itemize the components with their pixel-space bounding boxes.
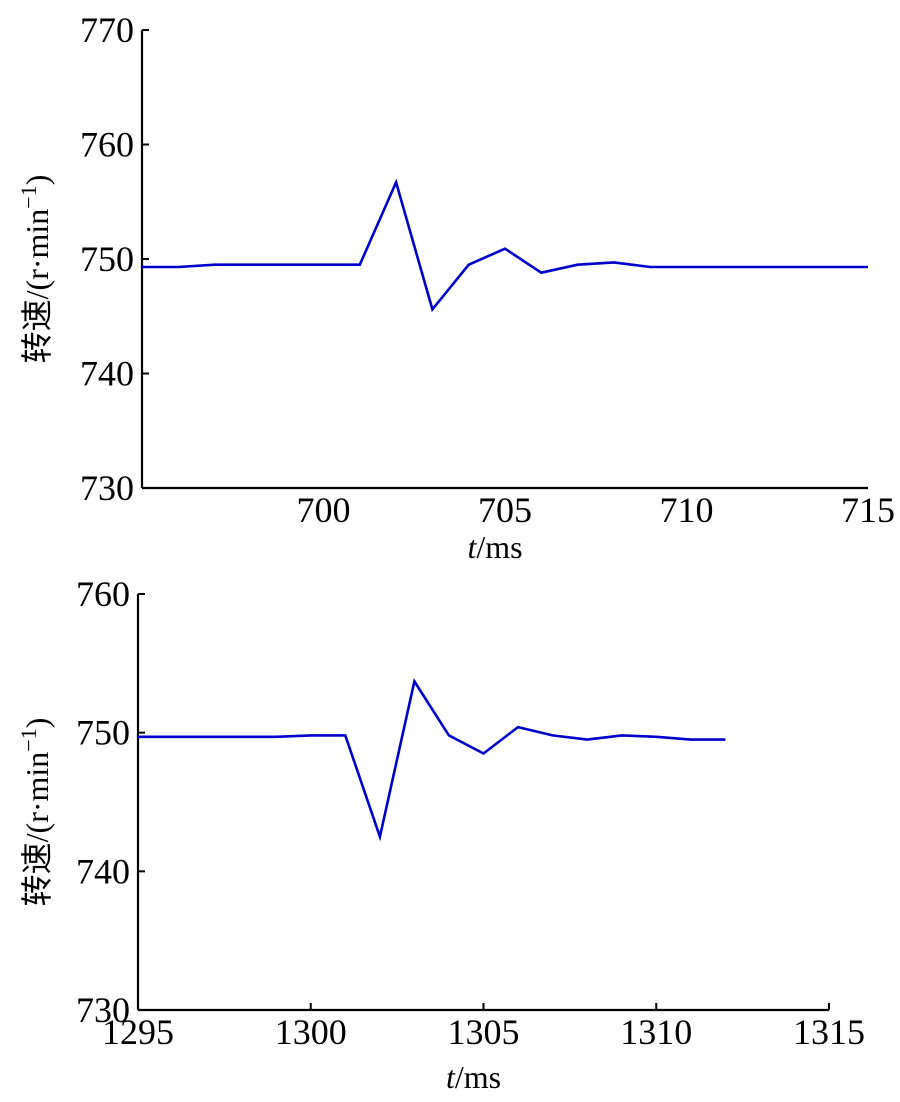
y-tick-label: 760 xyxy=(80,125,134,165)
y-tick-label: 730 xyxy=(80,468,134,508)
bottom-chart-panel: 730 740 750 760 1295 1300 1305 1310 1315 t/ms 转速/(… xyxy=(16,574,865,1095)
speed-series-line xyxy=(138,678,726,842)
speed-series-line xyxy=(142,178,868,313)
x-axis-unit: /ms xyxy=(455,1059,501,1095)
x-tick-label: 1305 xyxy=(448,1012,520,1052)
y-axis-label-superscript: −1 xyxy=(16,185,41,208)
x-axis-title: t/ms xyxy=(446,1059,501,1095)
x-tick-label: 710 xyxy=(660,490,714,530)
x-tick-label: 1295 xyxy=(102,1012,174,1052)
x-tick-label: 1300 xyxy=(275,1012,347,1052)
y-tick-label: 750 xyxy=(80,239,134,279)
x-tick-label: 715 xyxy=(841,490,895,530)
x-axis-variable: t xyxy=(467,529,477,565)
y-axis-label-close: ) xyxy=(19,718,55,729)
y-axis-label-text: 转速/(r·min xyxy=(19,209,55,364)
y-axis-title: 转速/(r·min−1) xyxy=(16,175,55,364)
x-axis-variable: t xyxy=(446,1059,456,1095)
x-axis-unit: /ms xyxy=(476,529,522,565)
x-tick-label: 700 xyxy=(297,490,351,530)
y-axis-label-superscript: −1 xyxy=(16,728,41,751)
y-axis-label-close: ) xyxy=(19,175,55,186)
x-axis-title: t/ms xyxy=(467,529,522,565)
x-tick-label: 705 xyxy=(478,490,532,530)
y-tick-label: 770 xyxy=(80,10,134,50)
y-tick-label: 740 xyxy=(76,851,130,891)
y-tick-label: 760 xyxy=(76,574,130,614)
y-axis-label-text: 转速/(r·min xyxy=(19,752,55,907)
x-tick-label: 1310 xyxy=(620,1012,692,1052)
y-tick-label: 750 xyxy=(76,713,130,753)
y-tick-label: 730 xyxy=(76,990,130,1030)
y-tick-label: 740 xyxy=(80,354,134,394)
x-tick-label: 1315 xyxy=(793,1012,865,1052)
y-axis-title: 转速/(r·min−1) xyxy=(16,718,55,907)
top-chart-panel: 730 740 750 760 770 700 705 710 715 t/ms 转速/(r·min… xyxy=(16,10,895,565)
